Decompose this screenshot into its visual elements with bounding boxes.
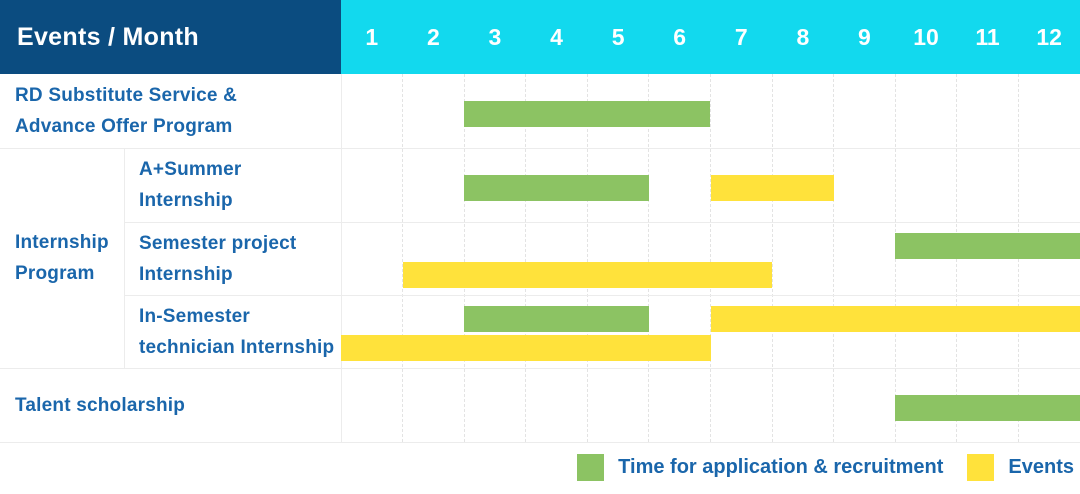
label-line: Semester project [139,232,297,254]
gantt-bar-event [341,335,711,361]
gantt-bar-recruitment [895,395,1080,421]
month-header-cell: 8 [796,23,810,50]
gantt-bar-recruitment [895,233,1080,259]
gantt-bar-recruitment [464,175,649,201]
month-gridline [648,74,650,442]
row-label-semester-project-internship: Semester project Internship [124,222,341,295]
column-divider [123,148,125,368]
label-line: RD Substitute Service & [15,85,238,106]
row-label-rd-substitute-service: RD Substitute Service & Advance Offer Pro… [0,74,341,148]
month-gridline [833,74,835,442]
month-gridline [525,74,527,442]
month-header-cell: 6 [673,23,687,50]
label-line: Internship [139,263,233,285]
month-header-cell: 5 [611,23,625,50]
month-header-cell: 2 [426,23,440,50]
events-month-header: Events / Month [0,0,341,74]
label-line: Program [15,263,95,284]
row-label-a-plus-summer-internship: A+Summer Internship [124,148,341,222]
label-line: In-Semester [139,305,250,327]
label-line: technician Internship [139,336,335,358]
row-divider [124,295,1080,296]
month-gridline [771,74,773,442]
gantt-bar-event [710,306,1080,332]
gantt-bar-event [402,262,773,288]
row-divider [0,148,1080,149]
month-header-cell: 3 [488,23,502,50]
month-header-cell: 4 [550,23,563,50]
gantt-bar-recruitment [464,306,649,332]
legend: Time for application & recruitment Events [0,447,1074,487]
month-header-cell: 10 [913,23,939,50]
label-line: A+Summer [139,159,242,180]
gantt-bar-event [710,175,834,201]
month-header-cell: 1 [365,23,379,50]
month-header-cell: 12 [1036,23,1062,50]
legend-label-recruitment: Time for application & recruitment [618,455,944,478]
month-header-cell: 11 [975,23,1000,50]
row-label-in-semester-technician-internship: In-Semester technician Internship [124,295,341,368]
group-label-internship-program: Internship Program [0,148,124,368]
column-divider [340,74,342,442]
label-line: Advance Offer Program [15,116,233,137]
row-label-talent-scholarship: Talent scholarship [0,368,341,442]
month-header-cell: 9 [858,23,871,50]
label-line: Talent scholarship [15,394,186,416]
month-header-cell: 7 [734,23,748,50]
row-divider [124,222,1080,223]
label-line: Internship [15,232,109,253]
legend-swatch-recruitment [577,453,605,481]
row-divider [0,442,1080,443]
month-gridline [402,74,404,442]
month-gridline [463,74,465,442]
legend-swatch-event [967,453,995,481]
label-line: Internship [139,190,233,211]
month-gridline [710,74,711,442]
row-divider [0,368,1080,369]
month-header-row: 1 2 3 4 5 6 7 8 9 10 11 12 [341,0,1080,74]
month-gridline [586,74,588,442]
legend-label-event: Events [1008,455,1074,478]
gantt-bar-recruitment [464,101,711,127]
